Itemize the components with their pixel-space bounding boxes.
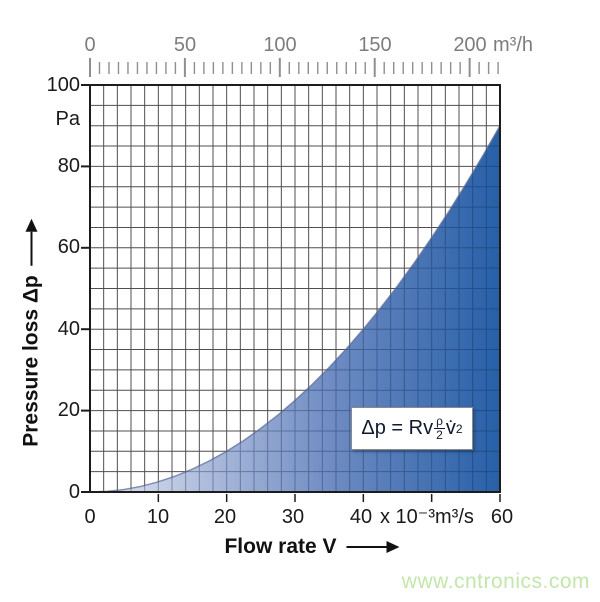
top-axis-unit: m³/h — [493, 34, 533, 56]
x-axis-tick-label: 30 — [281, 506, 305, 528]
y-axis-unit: Pa — [55, 108, 80, 130]
x-axis-tick-label: 10 — [146, 506, 170, 528]
formula-vdot: v̇ — [445, 417, 456, 439]
x-axis-title: Flow rate V — [224, 535, 400, 558]
top-axis-tick-label: 150 — [358, 34, 392, 56]
x-axis-title-text: Flow rate V — [224, 535, 337, 558]
y-axis-tick-label: 0 — [68, 481, 80, 503]
x-axis-tick-label: 0 — [84, 506, 96, 528]
x-axis-tick-label: 60 — [490, 506, 514, 528]
y-axis-tick-label: 100 — [46, 74, 80, 96]
watermark: www.cntronics.com — [401, 570, 590, 593]
top-axis-tick-label: 200 — [453, 34, 487, 56]
y-axis-tick-label: 60 — [57, 236, 80, 258]
formula-exponent: 2 — [455, 421, 463, 436]
formula-fraction-denominator: 2 — [436, 428, 443, 442]
formula-fraction-numerator: ρ — [434, 414, 445, 429]
y-axis-tick-label: 80 — [57, 155, 80, 177]
top-axis-tick-label: 100 — [263, 34, 297, 56]
y-axis-title-text: Pressure loss Δp — [19, 275, 43, 447]
up-arrow-icon — [25, 219, 37, 267]
top-axis-tick-label: 50 — [173, 34, 197, 56]
right-arrow-icon — [346, 540, 400, 553]
y-axis-tick-label: 40 — [57, 318, 80, 340]
formula-lhs: Δp = Rv — [361, 417, 434, 439]
x-axis-unit: x 10⁻³m³/s — [380, 506, 474, 528]
top-axis-tick-label: 0 — [84, 34, 96, 56]
x-axis-tick-label: 20 — [213, 506, 237, 528]
formula-box: Δp = Rv ρ 2 v̇ 2 — [351, 407, 473, 450]
y-axis-tick-label: 20 — [57, 399, 80, 421]
x-axis-tick-label: 40 — [349, 506, 373, 528]
y-axis-title: Pressure loss Δp — [19, 219, 43, 447]
